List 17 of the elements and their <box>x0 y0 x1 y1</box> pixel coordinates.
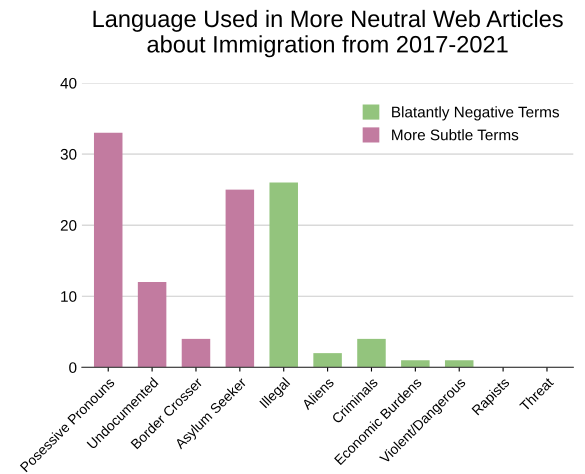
legend-label: Blatantly Negative Terms <box>392 106 560 120</box>
y-tick-label: 30 <box>60 148 76 160</box>
bar <box>313 353 342 368</box>
y-tick-label: 10 <box>61 291 76 302</box>
y-tick-label: 0 <box>69 362 76 374</box>
bar <box>182 338 210 368</box>
bar <box>444 360 474 368</box>
bar <box>94 132 122 368</box>
bar <box>269 182 298 368</box>
bar <box>226 190 254 368</box>
y-tick-label: 40 <box>60 78 76 89</box>
bar <box>357 338 386 368</box>
bar <box>401 360 430 368</box>
y-tick-label: 20 <box>60 220 76 231</box>
legend-label: More Subtle Terms <box>392 129 518 140</box>
chart-title: Language Used in More Neutral Web Articles about Immigration from 2017-2021 <box>94 10 563 58</box>
bar <box>138 282 166 368</box>
